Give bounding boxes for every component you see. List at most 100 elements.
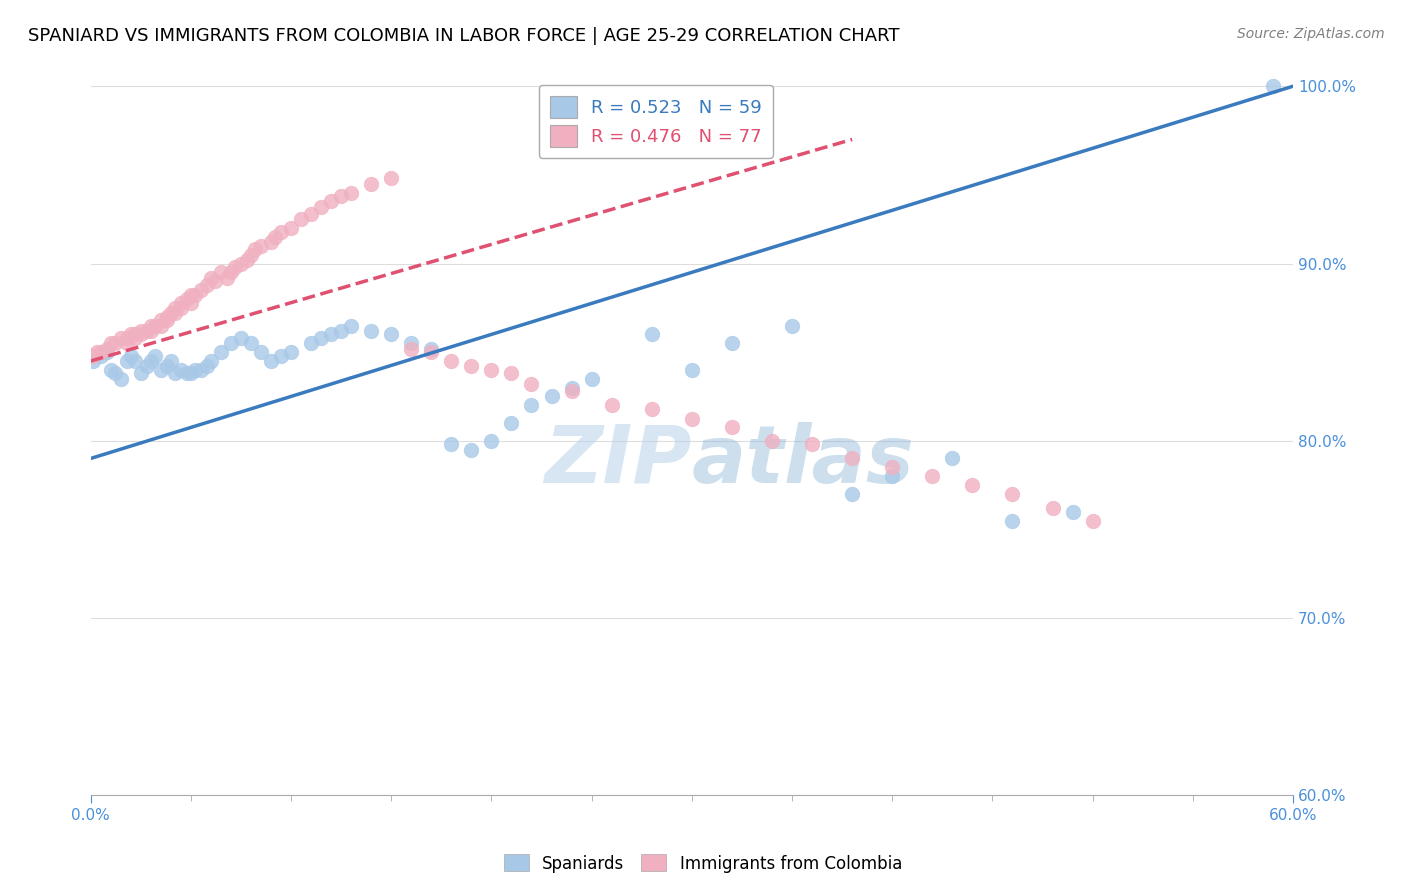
Point: [100, 363, 122, 377]
Point: [156, 359, 179, 374]
Point: [1081, 514, 1104, 528]
Point: [882, 469, 904, 483]
Point: [319, 194, 342, 209]
Point: [520, 377, 543, 392]
Point: [219, 336, 242, 351]
Point: [163, 367, 186, 381]
Point: [239, 247, 262, 261]
Point: [219, 265, 242, 279]
Point: [270, 349, 292, 363]
Point: [420, 342, 443, 356]
Point: [115, 354, 138, 368]
Point: [501, 367, 523, 381]
Point: [299, 207, 322, 221]
Point: [330, 324, 353, 338]
Point: [641, 401, 664, 416]
Point: [176, 367, 198, 381]
Point: [100, 336, 122, 351]
Point: [184, 363, 207, 377]
Point: [882, 460, 904, 475]
Point: [260, 235, 283, 250]
Point: [340, 318, 363, 333]
Point: [290, 212, 312, 227]
Point: [115, 331, 138, 345]
Point: [86, 345, 108, 359]
Point: [184, 288, 207, 302]
Point: [561, 381, 583, 395]
Point: [264, 230, 287, 244]
Point: [159, 306, 181, 320]
Legend: Spaniards, Immigrants from Colombia: Spaniards, Immigrants from Colombia: [498, 847, 908, 880]
Point: [82, 349, 104, 363]
Point: [309, 331, 332, 345]
Point: [180, 288, 202, 302]
Point: [170, 295, 193, 310]
Point: [561, 384, 583, 398]
Text: atlas: atlas: [692, 422, 914, 500]
Point: [250, 239, 273, 253]
Point: [440, 354, 463, 368]
Point: [1261, 79, 1284, 94]
Point: [139, 354, 162, 368]
Legend: R = 0.523   N = 59, R = 0.476   N = 77: R = 0.523 N = 59, R = 0.476 N = 77: [538, 85, 773, 158]
Point: [195, 359, 218, 374]
Point: [309, 200, 332, 214]
Point: [941, 451, 963, 466]
Point: [420, 345, 443, 359]
Point: [681, 412, 703, 426]
Text: ZIP: ZIP: [544, 422, 692, 500]
Point: [209, 345, 232, 359]
Point: [250, 345, 273, 359]
Point: [190, 363, 212, 377]
Point: [600, 398, 623, 412]
Point: [149, 318, 172, 333]
Point: [280, 221, 302, 235]
Point: [501, 416, 523, 430]
Point: [129, 324, 152, 338]
Point: [239, 336, 262, 351]
Point: [921, 469, 943, 483]
Point: [224, 260, 246, 274]
Point: [721, 419, 744, 434]
Point: [399, 336, 422, 351]
Point: [190, 283, 212, 297]
Point: [96, 345, 118, 359]
Point: [124, 354, 146, 368]
Point: [280, 345, 302, 359]
Point: [170, 301, 193, 315]
Point: [209, 265, 232, 279]
Point: [721, 336, 744, 351]
Point: [780, 318, 803, 333]
Point: [139, 324, 162, 338]
Point: [156, 310, 179, 324]
Point: [841, 451, 863, 466]
Point: [115, 336, 138, 351]
Point: [681, 363, 703, 377]
Point: [163, 301, 186, 315]
Point: [82, 354, 104, 368]
Point: [236, 252, 259, 267]
Point: [90, 349, 112, 363]
Point: [129, 367, 152, 381]
Point: [170, 363, 193, 377]
Point: [195, 277, 218, 292]
Point: [360, 324, 382, 338]
Point: [1042, 501, 1064, 516]
Point: [330, 189, 353, 203]
Point: [581, 372, 603, 386]
Point: [440, 437, 463, 451]
Point: [481, 363, 503, 377]
Point: [319, 327, 342, 342]
Point: [801, 437, 824, 451]
Point: [460, 359, 482, 374]
Point: [96, 342, 118, 356]
Text: SPANIARD VS IMMIGRANTS FROM COLOMBIA IN LABOR FORCE | AGE 25-29 CORRELATION CHAR: SPANIARD VS IMMIGRANTS FROM COLOMBIA IN …: [28, 27, 900, 45]
Point: [380, 171, 402, 186]
Point: [149, 363, 172, 377]
Point: [841, 487, 863, 501]
Point: [215, 270, 238, 285]
Point: [180, 295, 202, 310]
Text: Source: ZipAtlas.com: Source: ZipAtlas.com: [1237, 27, 1385, 41]
Point: [520, 398, 543, 412]
Point: [104, 367, 127, 381]
